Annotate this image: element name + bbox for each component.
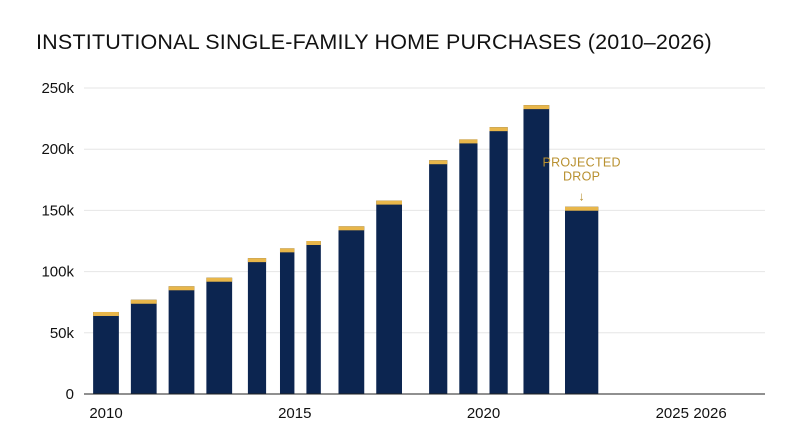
bar: [429, 160, 448, 394]
bar-cap: [279, 248, 295, 253]
bar: [93, 311, 119, 394]
x-axis-ticks: 2010 2015 2020 2025 2026: [89, 405, 726, 422]
annotation-arrow: ↓: [578, 190, 585, 204]
bar: [168, 286, 195, 394]
bar-cap: [130, 299, 157, 304]
bar-cap: [523, 105, 550, 110]
bar-cap: [429, 160, 448, 165]
bar: [279, 248, 295, 394]
bar: [459, 139, 478, 394]
bar-cap: [565, 206, 599, 211]
bar-cap: [168, 286, 195, 291]
bar: [338, 226, 365, 394]
bar-cap: [247, 258, 267, 263]
bar: [130, 299, 157, 394]
bar: [206, 277, 233, 394]
x-tick-label: 2010: [89, 405, 122, 422]
y-tick-label: 150k: [41, 202, 74, 219]
y-tick-label: 250k: [41, 80, 74, 97]
y-axis-ticks: 0 50k 100k 150k 200k 250k: [41, 80, 74, 403]
bar-cap: [306, 241, 321, 245]
x-tick-label: 2026: [693, 405, 726, 422]
annotation-text: PROJECTED: [542, 156, 620, 170]
y-tick-label: 200k: [41, 141, 74, 158]
annotation-text: DROP: [563, 170, 600, 184]
bar-cap: [206, 277, 233, 282]
bar: [489, 127, 508, 394]
x-tick-label: 2020: [467, 405, 500, 422]
bars: [84, 105, 765, 395]
y-tick-label: 100k: [41, 264, 74, 281]
bar-cap: [376, 200, 402, 205]
x-tick-label: 2025: [656, 405, 689, 422]
bar-cap: [338, 226, 365, 231]
bar: [376, 200, 402, 394]
bar-cap: [489, 127, 508, 132]
chart-title: INSTITUTIONAL SINGLE-FAMILY HOME PURCHAS…: [36, 30, 712, 54]
y-tick-label: 50k: [50, 325, 75, 342]
bar: [306, 241, 321, 394]
bar: [523, 105, 550, 395]
bar-cap: [459, 139, 478, 144]
x-tick-label: 2015: [278, 405, 311, 422]
gridlines: [84, 87, 765, 334]
bar: [565, 206, 599, 394]
bar: [247, 258, 267, 394]
y-tick-label: 0: [66, 386, 74, 403]
bar-cap: [93, 311, 119, 316]
